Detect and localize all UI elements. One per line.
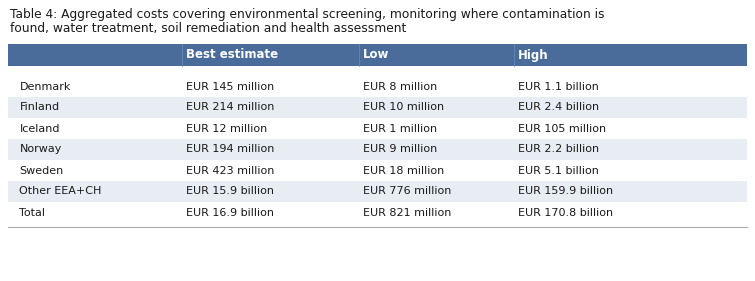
Text: EUR 423 million: EUR 423 million [186, 166, 274, 176]
Text: EUR 170.8 billion: EUR 170.8 billion [518, 207, 613, 217]
Text: Total: Total [20, 207, 45, 217]
Text: Table 4: Aggregated costs covering environmental screening, monitoring where con: Table 4: Aggregated costs covering envir… [10, 8, 605, 21]
Text: EUR 145 million: EUR 145 million [186, 81, 274, 92]
Text: EUR 105 million: EUR 105 million [518, 124, 606, 133]
Bar [8, 118, 747, 139]
Text: Sweden: Sweden [20, 166, 63, 176]
Text: EUR 214 million: EUR 214 million [186, 103, 274, 112]
Text: Other EEA+CH: Other EEA+CH [20, 187, 102, 196]
Text: EUR 15.9 billion: EUR 15.9 billion [186, 187, 273, 196]
Text: EUR 10 million: EUR 10 million [363, 103, 444, 112]
Bar [8, 160, 747, 181]
Text: Finland: Finland [20, 103, 60, 112]
Text: EUR 8 million: EUR 8 million [363, 81, 437, 92]
Bar [8, 202, 747, 223]
Text: EUR 18 million: EUR 18 million [363, 166, 444, 176]
Text: Best estimate: Best estimate [186, 49, 278, 62]
Text: EUR 159.9 billion: EUR 159.9 billion [518, 187, 613, 196]
Bar [8, 44, 747, 66]
Text: EUR 194 million: EUR 194 million [186, 144, 274, 155]
Text: EUR 5.1 billion: EUR 5.1 billion [518, 166, 599, 176]
Text: High: High [518, 49, 549, 62]
Text: EUR 16.9 billion: EUR 16.9 billion [186, 207, 273, 217]
Text: EUR 1.1 billion: EUR 1.1 billion [518, 81, 599, 92]
Text: Denmark: Denmark [20, 81, 71, 92]
Text: Norway: Norway [20, 144, 62, 155]
Text: Low: Low [363, 49, 390, 62]
Text: EUR 12 million: EUR 12 million [186, 124, 267, 133]
Text: Iceland: Iceland [20, 124, 60, 133]
Text: EUR 776 million: EUR 776 million [363, 187, 451, 196]
Text: EUR 1 million: EUR 1 million [363, 124, 437, 133]
Bar [8, 97, 747, 118]
Text: found, water treatment, soil remediation and health assessment: found, water treatment, soil remediation… [10, 22, 406, 35]
Text: EUR 821 million: EUR 821 million [363, 207, 451, 217]
Text: EUR 2.2 billion: EUR 2.2 billion [518, 144, 599, 155]
Bar [8, 76, 747, 97]
Bar [8, 139, 747, 160]
Bar [8, 181, 747, 202]
Text: EUR 2.4 billion: EUR 2.4 billion [518, 103, 599, 112]
Text: EUR 9 million: EUR 9 million [363, 144, 437, 155]
